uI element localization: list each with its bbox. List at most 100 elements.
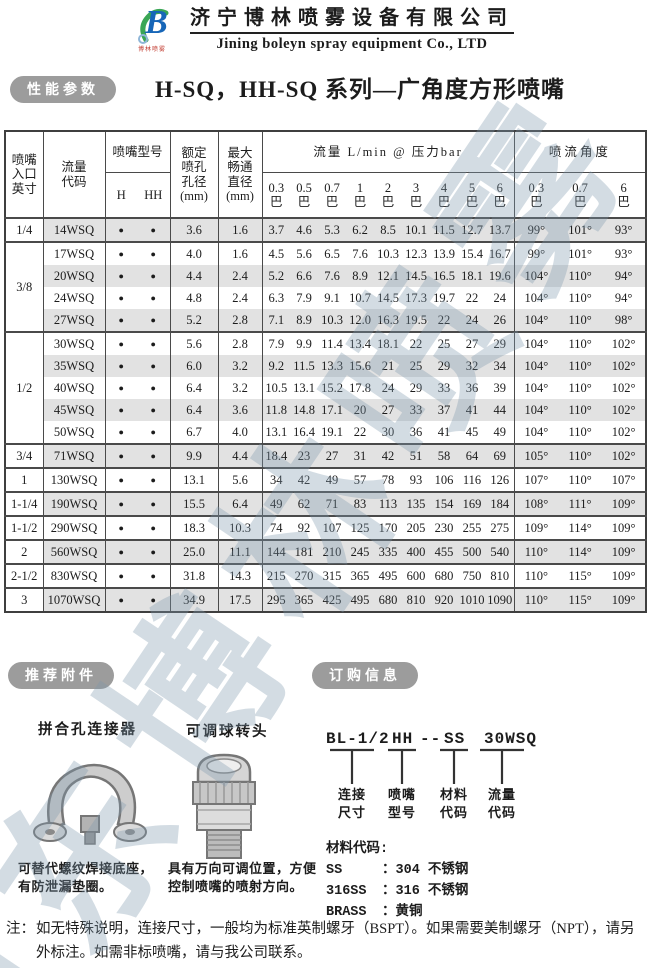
flow-code-cell: 50WSQ [43,421,106,444]
flow-value-cell: 10.5 [265,380,288,395]
flow-value-cell: 245 [346,539,375,564]
flow-value-cell: 425 [318,587,347,612]
spray-angle-cell: 104° [514,309,559,332]
logo-letter: B [145,4,168,41]
spray-angle-cell: 110° [558,443,603,468]
table-row: 24WSQ ● ● 4.8 2.4 6.3 7.9 9.1 10.7 14.5 17.3 19.7 22… [5,287,646,309]
orifice-diameter-cell: 6.0 [170,355,219,377]
flow-value-cell: 22 [465,290,479,305]
spray-angle-cell: 110° [558,355,603,377]
spray-angle-cell: 110° [568,424,592,439]
spray-angle-cell: 99° [514,217,559,242]
company-header: B 博林喷雾 济宁博林喷雾设备有限公司 Jining boleyn spray … [0,4,650,56]
model-h-dot-cell: ● [118,426,124,437]
material-code: 316SS [326,883,367,899]
performance-params-badge: 性能参数 [10,76,116,103]
inlet-size-cell: 2-1/2 [5,563,44,588]
inlet-size-cell: 2 [5,539,44,564]
flow-code-cell: 35WSQ [43,355,106,377]
flow-value-cell: 10.1 [402,217,431,242]
flow-value-cell: 16.3 [374,309,403,332]
flow-value-cell: 16.5 [430,265,459,287]
orifice-diameter-cell: 3.6 [170,217,219,242]
flow-value-cell: 750 [458,563,487,588]
flow-value-cell: 71 [318,491,347,516]
flow-code-cell: 71WSQ [43,443,106,468]
spray-angle-cell: 107° [602,467,647,492]
flow-value-cell: 30 [381,424,395,439]
orifice-diameter-cell: 9.9 [170,443,219,468]
flow-value-cell: 154 [430,491,459,516]
flow-value-cell: 20 [346,399,375,421]
model-h-dot-cell: ● [105,443,137,468]
company-name-en: Jining boleyn spray equipment Co., LTD [216,36,488,52]
spray-angle-cell: 111° [558,491,603,516]
flow-value-cell: 41 [437,424,451,439]
free-passage-cell: 14.3 [218,563,263,588]
model-hh-dot-cell: ● [137,563,171,588]
model-hh-dot-cell: ● [137,265,171,287]
spray-angle-cell: 114° [558,539,603,564]
model-hh-dot-cell: ● [137,241,171,265]
flow-value-cell: 11.5 [430,217,459,242]
model-h-dot-cell: ● [118,382,124,393]
flow-value-cell: 45 [465,424,479,439]
flow-code-cell: 27WSQ [43,309,106,332]
table-row: 1 130WSQ ● ● 13.1 5.6 34 42 49 57 78 93 106 116 126 107… [5,467,647,492]
flow-value-cell: 810 [486,563,515,588]
flow-value-cell: 135 [402,491,431,516]
flow-value-cell: 58 [430,443,459,468]
orifice-diameter-cell: 15.5 [170,491,219,516]
flow-value-cell: 8.9 [346,265,375,287]
spray-angle-cell: 109° [602,539,647,564]
model-hh-dot-cell: ● [137,217,171,242]
flow-value-cell: 6.5 [318,241,347,265]
flow-value-cell: 400 [402,539,431,564]
flow-value-cell: 17.8 [349,380,371,395]
flow-value-cell: 12.7 [458,217,487,242]
flow-value-cell: 15.4 [458,241,487,265]
material-sep: ： [382,862,396,878]
orifice-diameter-cell: 6.7 [170,421,219,444]
spec-table: 喷嘴 入口 英寸 流量 代码 喷嘴型号 额定 喷孔 孔径 (mm) 最大 畅通 … [4,130,648,613]
free-passage-cell: 4.4 [218,443,263,468]
flow-value-cell: 540 [486,539,515,564]
spray-angle-cell: 102° [611,424,636,439]
accessory-desc-swivel: 具有万向可调位置，方便控制喷嘴的喷射方向。 [168,861,317,895]
flow-value-cell: 4.6 [290,217,319,242]
header-spray-angle-span: 喷流角度 [514,131,647,173]
spray-angle-cell: 105° [514,443,559,468]
flow-value-cell: 5.6 [290,241,319,265]
spray-angle-cell: 110° [558,309,603,332]
model-hh-dot-cell: ● [137,491,171,516]
accessories-section: 推荐附件 拼合孔连接器 可调球转头 可替代螺纹焊接底座，有防泄漏垫圈。 具有万向… [8,662,316,917]
flow-value-cell: 6.3 [268,290,285,305]
flow-value-cell: 27 [458,331,487,355]
flow-value-cell: 5.3 [318,217,347,242]
flow-value-cell: 10.3 [318,309,347,332]
spray-angle-cell: 104° [514,331,559,355]
flow-value-cell: 69 [486,443,515,468]
flow-value-cell: 24 [458,309,487,332]
flow-value-cell: 19.5 [402,309,431,332]
flow-value-cell: 11.4 [318,331,347,355]
model-h-dot-cell: ● [105,309,137,332]
flow-value-cell: 24 [486,287,515,309]
flow-value-cell: 680 [430,563,459,588]
header-nozzle-model: 喷嘴型号 [105,131,171,173]
flow-value-cell: 210 [318,539,347,564]
flow-value-cell: 181 [290,539,319,564]
accessories-badge: 推荐附件 [8,662,114,689]
flow-value-cell: 495 [374,563,403,588]
flow-value-cell: 16.4 [293,424,315,439]
table-row: 20WSQ ● ● 4.4 2.4 5.2 6.6 7.6 8.9 12.1 14.5 16.5 18.… [5,265,647,287]
spray-angle-cell: 110° [558,399,603,421]
orifice-diameter-cell: 13.1 [170,467,219,492]
flow-value-cell: 49 [262,491,291,516]
orifice-diameter-cell: 18.3 [170,515,219,540]
model-h-dot-cell: ● [105,217,137,242]
